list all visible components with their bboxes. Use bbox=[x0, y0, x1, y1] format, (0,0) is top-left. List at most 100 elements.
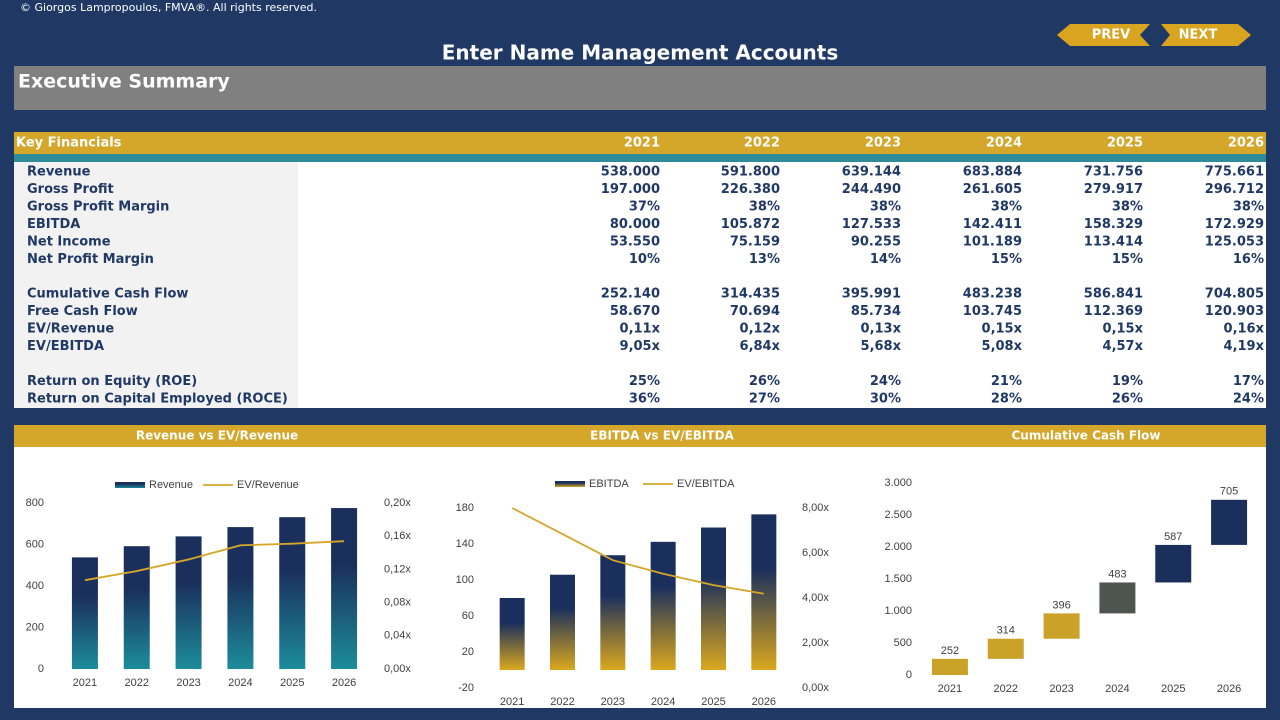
bar bbox=[550, 574, 575, 670]
cell-value: 103.745 bbox=[963, 304, 1022, 319]
cell-value: 26% bbox=[1112, 391, 1143, 406]
cell-value: 38% bbox=[1112, 199, 1143, 214]
cell-value: 0,15x bbox=[1103, 322, 1144, 337]
cell-value: 53.550 bbox=[610, 234, 660, 249]
row-label: Net Income bbox=[27, 234, 111, 249]
row-label: Cumulative Cash Flow bbox=[27, 287, 188, 302]
y2-tick-label: 0,12x bbox=[384, 563, 411, 575]
section-band bbox=[14, 66, 1266, 110]
cell-value: 85.734 bbox=[851, 304, 901, 319]
cell-value: 30% bbox=[870, 391, 901, 406]
column-header: 2022 bbox=[744, 136, 780, 151]
cell-value: 75.159 bbox=[730, 234, 780, 249]
cell-value: 16% bbox=[1233, 252, 1264, 267]
cell-value: 395.991 bbox=[842, 287, 901, 302]
y-tick-label: 100 bbox=[456, 574, 474, 586]
cell-value: 639.144 bbox=[842, 165, 901, 180]
x-tick-label: 2021 bbox=[500, 696, 524, 708]
cell-value: 120.903 bbox=[1205, 304, 1264, 319]
chart-title-band bbox=[14, 425, 1266, 447]
bar bbox=[279, 517, 306, 669]
copyright: © Giorgos Lampropoulos, FMVA®. All right… bbox=[20, 1, 317, 14]
cell-value: 19% bbox=[1112, 374, 1143, 389]
cell-value: 38% bbox=[870, 199, 901, 214]
x-tick-label: 2022 bbox=[550, 696, 574, 708]
bar bbox=[175, 536, 202, 669]
waterfall-bar bbox=[931, 658, 968, 675]
row-label: Net Profit Margin bbox=[27, 252, 154, 267]
x-tick-label: 2022 bbox=[994, 683, 1018, 695]
x-tick-label: 2023 bbox=[176, 677, 200, 689]
cell-value: 112.369 bbox=[1084, 304, 1143, 319]
row-label: Free Cash Flow bbox=[27, 304, 138, 319]
y-tick-label: 500 bbox=[894, 637, 912, 649]
y2-tick-label: 0,04x bbox=[384, 630, 411, 642]
bar bbox=[227, 527, 254, 669]
cell-value: 36% bbox=[629, 391, 660, 406]
cell-value: 591.800 bbox=[721, 165, 780, 180]
cell-value: 27% bbox=[749, 391, 780, 406]
cell-value: 158.329 bbox=[1084, 217, 1143, 232]
y2-tick-label: 4,00x bbox=[802, 592, 829, 604]
x-tick-label: 2021 bbox=[73, 677, 97, 689]
y-tick-label: 180 bbox=[456, 502, 474, 514]
line bbox=[511, 507, 764, 595]
y-tick-label: 2.500 bbox=[884, 509, 912, 521]
cell-value: 142.411 bbox=[963, 217, 1022, 232]
legend-label: EBITDA bbox=[589, 478, 629, 490]
y-tick-label: 200 bbox=[26, 621, 44, 633]
cell-value: 15% bbox=[1112, 252, 1143, 267]
y2-tick-label: 8,00x bbox=[802, 502, 829, 514]
column-header: 2024 bbox=[986, 136, 1022, 151]
bar bbox=[650, 541, 676, 670]
cell-value: 38% bbox=[991, 199, 1022, 214]
cell-value: 38% bbox=[1233, 199, 1264, 214]
row-label: Revenue bbox=[27, 165, 91, 180]
next-button[interactable]: NEXT bbox=[1161, 24, 1251, 46]
cell-value: 483.238 bbox=[963, 287, 1022, 302]
cell-value: 226.380 bbox=[721, 182, 780, 197]
cell-value: 105.872 bbox=[721, 217, 780, 232]
cell-value: 314.435 bbox=[721, 287, 780, 302]
cell-value: 58.670 bbox=[610, 304, 660, 319]
section-title: Executive Summary bbox=[18, 71, 230, 93]
cell-value: 5,08x bbox=[982, 339, 1023, 354]
y-tick-label: 140 bbox=[456, 538, 474, 550]
data-label: 587 bbox=[1164, 531, 1182, 543]
cell-value: 296.712 bbox=[1205, 182, 1264, 197]
cell-value: 0,15x bbox=[982, 322, 1023, 337]
cell-value: 17% bbox=[1233, 374, 1264, 389]
legend-swatch bbox=[115, 482, 145, 488]
cell-value: 538.000 bbox=[601, 165, 660, 180]
cell-value: 26% bbox=[749, 374, 780, 389]
cell-value: 80.000 bbox=[610, 217, 660, 232]
cell-value: 683.884 bbox=[963, 165, 1022, 180]
column-header: 2021 bbox=[624, 136, 660, 151]
data-label: 314 bbox=[997, 625, 1015, 637]
cell-value: 6,84x bbox=[740, 339, 781, 354]
cell-value: 244.490 bbox=[842, 182, 901, 197]
row-label: Return on Capital Employed (ROCE) bbox=[27, 391, 288, 406]
cell-value: 24% bbox=[870, 374, 901, 389]
column-header: 2025 bbox=[1107, 136, 1143, 151]
cell-value: 15% bbox=[991, 252, 1022, 267]
x-tick-label: 2021 bbox=[938, 683, 962, 695]
table-header-band bbox=[14, 132, 1266, 154]
cell-value: 70.694 bbox=[730, 304, 780, 319]
cell-value: 0,13x bbox=[861, 322, 902, 337]
bar bbox=[499, 598, 525, 670]
waterfall-bar bbox=[1043, 613, 1080, 639]
prev-label[interactable]: PREV bbox=[1092, 28, 1130, 43]
x-tick-label: 2026 bbox=[332, 677, 356, 689]
cell-value: 101.189 bbox=[963, 234, 1022, 249]
prev-button[interactable]: PREV bbox=[1057, 24, 1150, 46]
y-tick-label: 400 bbox=[26, 580, 44, 592]
cell-value: 28% bbox=[991, 391, 1022, 406]
row-label: Gross Profit Margin bbox=[27, 199, 169, 214]
next-label[interactable]: NEXT bbox=[1179, 28, 1218, 43]
x-tick-label: 2026 bbox=[1217, 683, 1241, 695]
column-header: 2023 bbox=[865, 136, 901, 151]
y-tick-label: 0 bbox=[906, 669, 912, 681]
legend-label: Revenue bbox=[149, 479, 193, 491]
row-label: EBITDA bbox=[27, 217, 80, 232]
